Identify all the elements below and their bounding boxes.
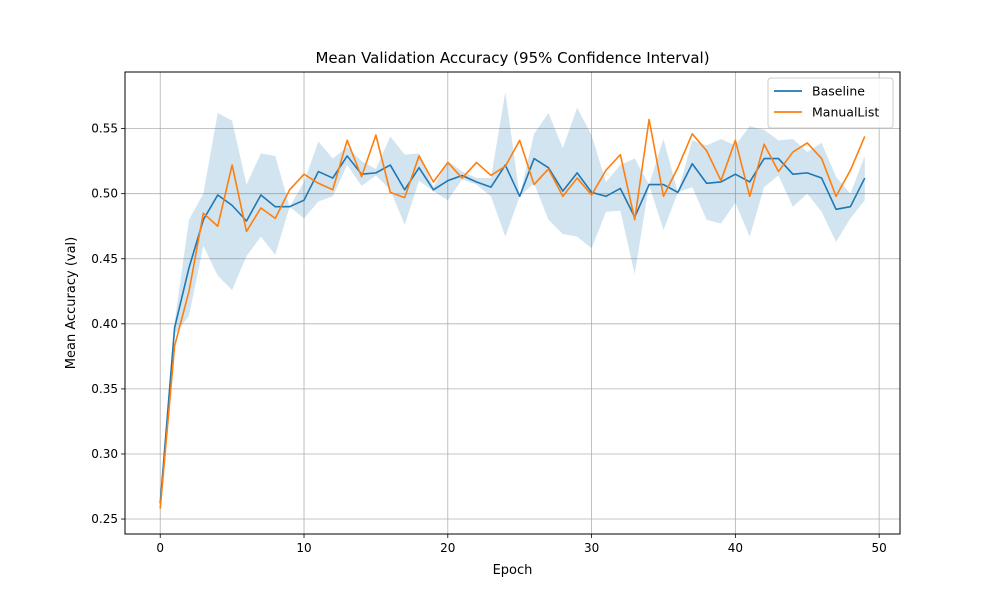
y-axis-label: Mean Accuracy (val) (64, 237, 79, 369)
x-tick-label: 50 (872, 541, 887, 555)
y-tick-label: 0.55 (91, 122, 118, 136)
x-axis-label: Epoch (493, 563, 533, 578)
x-tick-label: 10 (296, 541, 311, 555)
y-tick-label: 0.35 (91, 382, 118, 396)
confidence-bands (160, 92, 865, 504)
y-tick-label: 0.45 (91, 252, 118, 266)
series-line-baseline (159, 155, 866, 504)
grid (125, 72, 900, 534)
legend-label: ManualList (812, 105, 879, 120)
series-lines (159, 118, 866, 509)
x-tick-label: 0 (156, 541, 164, 555)
y-tick-label: 0.50 (91, 187, 118, 201)
legend-label: Baseline (812, 84, 865, 99)
legend: Baseline ManualList (767, 77, 894, 129)
series-line-manuallist (159, 118, 866, 509)
y-tick-label: 0.40 (91, 317, 118, 331)
x-tick-label: 30 (584, 541, 599, 555)
plot-frame (124, 71, 901, 535)
confidence-band-baseline (160, 92, 865, 504)
y-tick-label: 0.25 (91, 512, 118, 526)
x-tick-label: 40 (728, 541, 743, 555)
chart-title: Mean Validation Accuracy (95% Confidence… (315, 49, 709, 67)
y-tick-label: 0.30 (91, 447, 118, 461)
x-tick-label: 20 (440, 541, 455, 555)
axis-ticks: 0 10 20 30 40 50 0.25 0.30 0.35 0.40 0.45 0.50 0.55 (91, 122, 887, 555)
